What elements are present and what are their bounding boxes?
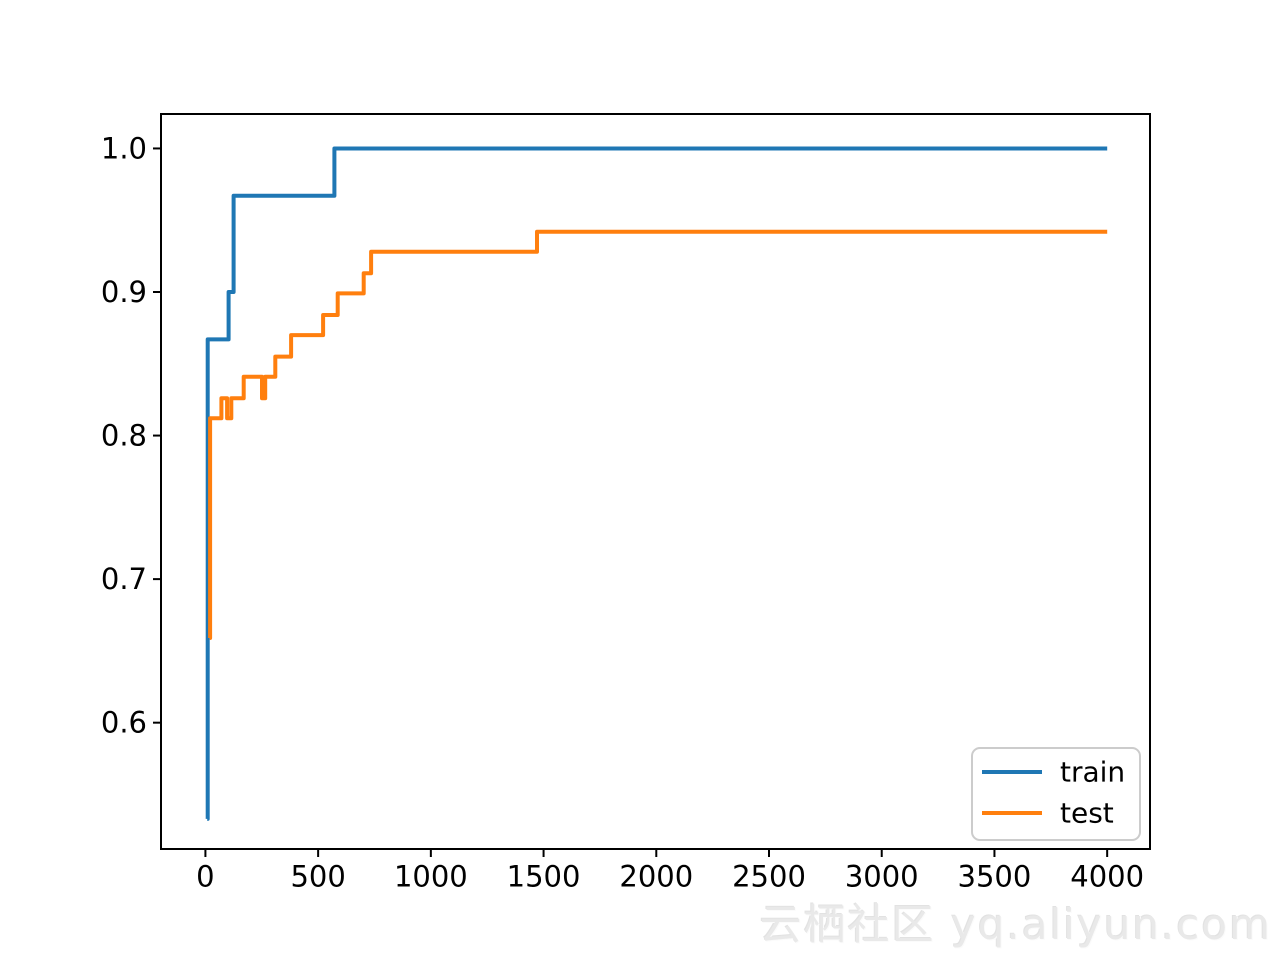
x-tick-label: 2500	[732, 860, 806, 894]
train-line	[205, 146, 1108, 821]
legend-train-label: train	[1060, 756, 1125, 789]
axes-frame	[160, 113, 1151, 850]
test-line	[208, 229, 1108, 640]
y-tick-label: 0.6	[101, 706, 147, 740]
y-tick-label: 0.9	[101, 275, 147, 309]
x-tick-label: 4000	[1070, 860, 1144, 894]
y-tick-label: 1.0	[101, 131, 147, 165]
x-tick-label: 500	[290, 860, 345, 894]
x-tick-label: 3000	[845, 860, 919, 894]
legend-test-label: test	[1060, 797, 1114, 830]
x-tick-label: 3500	[958, 860, 1032, 894]
x-tick-label: 1500	[507, 860, 581, 894]
x-tick-label: 0	[196, 860, 214, 894]
y-tick-label: 0.7	[101, 562, 147, 596]
watermark: 云栖社区 yq.aliyun.com	[759, 900, 1272, 949]
x-tick-label: 1000	[394, 860, 468, 894]
y-tick-label: 0.8	[101, 419, 147, 453]
x-tick-label: 2000	[619, 860, 693, 894]
